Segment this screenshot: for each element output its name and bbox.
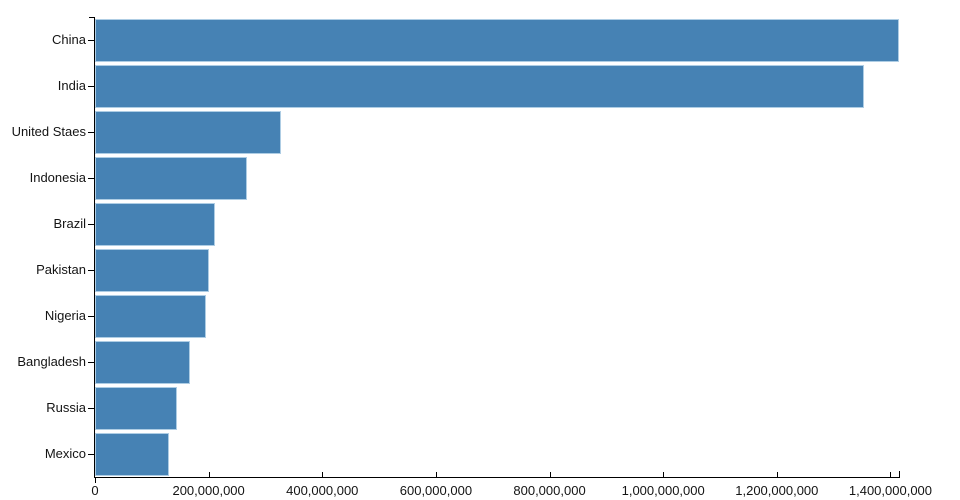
x-axis-end-outdent bbox=[899, 471, 900, 477]
y-tick-label-brazil: Brazil bbox=[53, 216, 86, 231]
y-tick-label-india: India bbox=[57, 78, 86, 93]
y-axis-spine bbox=[94, 17, 95, 478]
y-tick-mexico bbox=[88, 453, 95, 455]
y-tick-label-pakistan: Pakistan bbox=[36, 262, 86, 277]
x-tick-7 bbox=[890, 472, 892, 477]
x-tick-4 bbox=[549, 472, 551, 477]
x-tick-1 bbox=[208, 472, 210, 477]
x-tick-3 bbox=[435, 472, 437, 477]
y-tick-label-mexico: Mexico bbox=[44, 446, 86, 461]
y-tick-china bbox=[88, 39, 95, 41]
y-tick-label-china: China bbox=[52, 32, 86, 47]
x-tick-0 bbox=[95, 477, 96, 483]
x-tick-5 bbox=[663, 472, 665, 477]
y-tick-russia bbox=[88, 407, 95, 409]
x-tick-label-7: 1,400,000,000 bbox=[848, 483, 933, 498]
bar-russia bbox=[95, 386, 177, 430]
y-axis-top-outdent bbox=[89, 17, 95, 18]
bar-india bbox=[95, 64, 865, 108]
y-tick-nigeria bbox=[88, 315, 95, 317]
y-tick-pakistan bbox=[88, 269, 95, 271]
x-tick-label-1: 200,000,000 bbox=[172, 483, 245, 498]
y-tick-label-bangladesh: Bangladesh bbox=[17, 354, 86, 369]
x-tick-label-5: 1,000,000,000 bbox=[621, 483, 705, 498]
bar-nigeria bbox=[95, 294, 207, 338]
bar-china bbox=[95, 18, 899, 62]
bar-bangladesh bbox=[95, 340, 190, 384]
y-tick-brazil bbox=[88, 223, 95, 225]
bar-pakistan bbox=[95, 248, 210, 292]
x-tick-6 bbox=[776, 472, 778, 477]
x-tick-label-4: 800,000,000 bbox=[513, 483, 586, 498]
x-tick-label-0: 0 bbox=[91, 483, 99, 498]
bar-mexico bbox=[95, 432, 170, 476]
y-tick-label-indonesia: Indonesia bbox=[29, 170, 86, 185]
y-tick-label-united-staes: United Staes bbox=[11, 124, 86, 139]
x-tick-2 bbox=[322, 472, 324, 477]
x-axis-spine bbox=[95, 477, 900, 478]
y-tick-united-staes bbox=[88, 131, 95, 133]
y-tick-indonesia bbox=[88, 177, 95, 179]
y-tick-bangladesh bbox=[88, 361, 95, 363]
y-tick-label-russia: Russia bbox=[46, 400, 86, 415]
x-tick-label-3: 600,000,000 bbox=[399, 483, 473, 498]
bar-brazil bbox=[95, 202, 215, 246]
bar-united-staes bbox=[95, 110, 281, 154]
x-tick-label-2: 400,000,000 bbox=[286, 483, 359, 498]
x-tick-label-6: 1,200,000,000 bbox=[735, 483, 819, 498]
y-tick-label-nigeria: Nigeria bbox=[44, 308, 86, 323]
y-tick-india bbox=[88, 85, 95, 87]
bar-indonesia bbox=[95, 156, 247, 200]
